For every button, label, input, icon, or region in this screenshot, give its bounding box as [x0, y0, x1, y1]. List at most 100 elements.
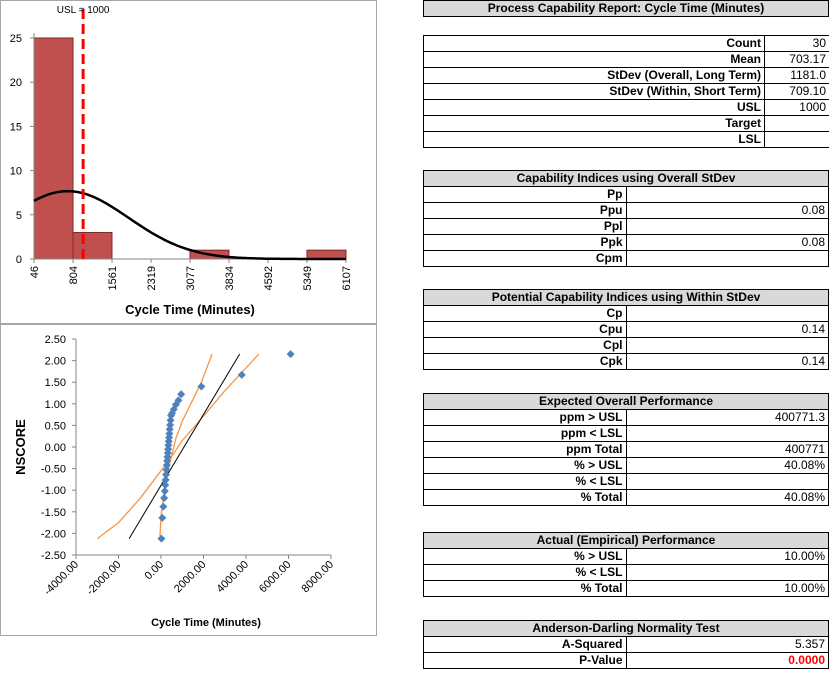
performance-value: 400771.3: [625, 409, 829, 426]
report-title-table: Process Capability Report: Cycle Time (M…: [423, 0, 829, 17]
y-tick-label: 15: [10, 121, 22, 133]
summary-table: Count 30 Mean 703.17 StDev (Overall, Long …: [423, 35, 829, 148]
index-row: Cpk 0.14: [423, 353, 829, 370]
data-point: [286, 350, 295, 359]
performance-row: % > USL 40.08%: [423, 457, 829, 474]
x-axis-title: Cycle Time (Minutes): [125, 302, 255, 317]
index-value: [625, 250, 829, 267]
index-label: Cpk: [423, 353, 627, 370]
performance-label: ppm < LSL: [423, 425, 627, 442]
index-value: [625, 218, 829, 235]
data-point: [162, 465, 171, 474]
summary-row: StDev (Overall, Long Term) 1181.0: [423, 67, 829, 84]
data-point: [160, 493, 169, 502]
index-label: Ppu: [423, 202, 627, 219]
lower-band-line: [96, 353, 260, 540]
x-tick-label: 6107: [341, 266, 353, 290]
performance-value: 10.00%: [625, 580, 829, 597]
summary-row: Count 30: [423, 35, 829, 52]
x-tick-label: 8000.00: [300, 559, 337, 596]
performance-row: ppm < LSL: [423, 425, 829, 442]
a-squared-label: A-Squared: [423, 636, 627, 653]
y-tick-label: 0: [16, 254, 22, 266]
index-value: [625, 305, 829, 322]
performance-value: 40.08%: [625, 457, 829, 474]
p-value-label: P-Value: [423, 652, 627, 669]
x-tick-label: 6000.00: [257, 559, 294, 596]
performance-label: ppm Total: [423, 441, 627, 458]
normality-test-table: Anderson-Darling Normality Test A-Square…: [423, 620, 829, 669]
summary-value: 30: [764, 35, 829, 52]
y-tick-label: 1.00: [45, 399, 66, 411]
summary-label: Mean: [423, 51, 765, 68]
summary-value: 1181.0: [764, 67, 829, 84]
data-point: [162, 461, 171, 470]
histogram-chart: 0 5 10 15 20 25 46 804 1561 2319 3077 3834 4592 5349 6…: [0, 0, 377, 324]
index-value: [625, 337, 829, 354]
y-tick-label: 1.50: [45, 377, 66, 389]
histogram-svg: 0 5 10 15 20 25 46 804 1561 2319 3077 3834 4592 5349 6…: [10, 5, 353, 317]
x-tick-label: 5349: [302, 266, 314, 290]
summary-value: 703.17: [764, 51, 829, 68]
performance-value: [625, 425, 829, 442]
normality-row: P-Value 0.0000: [423, 652, 829, 669]
index-row: Cpu 0.14: [423, 321, 829, 338]
index-value: [625, 186, 829, 203]
index-label: Cp: [423, 305, 627, 322]
overall-indices-title: Capability Indices using Overall StDev: [423, 170, 829, 187]
x-tick-label: 0.00: [142, 559, 166, 583]
summary-row: StDev (Within, Short Term) 709.10: [423, 83, 829, 100]
y-tick-label: -0.50: [41, 464, 66, 476]
summary-row: USL 1000: [423, 99, 829, 116]
index-label: Pp: [423, 186, 627, 203]
data-point: [165, 429, 174, 438]
x-tick-label: 4592: [263, 266, 275, 290]
data-point: [160, 487, 169, 496]
normality-test-title: Anderson-Darling Normality Test: [423, 620, 829, 637]
data-point: [174, 396, 183, 405]
x-tick-label: 4000.00: [215, 559, 252, 596]
index-label: Cpu: [423, 321, 627, 338]
data-point: [166, 420, 175, 429]
y-tick-label: 2.00: [45, 356, 66, 368]
within-indices-title: Potential Capability Indices using Withi…: [423, 289, 829, 306]
index-value: 0.08: [625, 234, 829, 251]
data-point: [177, 390, 186, 399]
x-tick-label: 46: [29, 266, 41, 278]
within-indices-table: Potential Capability Indices using Withi…: [423, 289, 829, 370]
data-point: [237, 370, 246, 379]
normal-probability-plot: -2.50 -2.00 -1.50 -1.00 -0.50 0.00 0.50 1.00 1.5…: [0, 324, 377, 636]
y-tick-label: -2.50: [41, 550, 66, 562]
performance-label: % > USL: [423, 457, 627, 474]
summary-label: Target: [423, 115, 765, 132]
x-tick-label: -4000.00: [42, 559, 81, 598]
performance-label: % Total: [423, 580, 627, 597]
x-tick-label: 3077: [185, 266, 197, 290]
y-tick-label: -2.00: [41, 528, 66, 540]
performance-value: 400771: [625, 441, 829, 458]
report-title: Process Capability Report: Cycle Time (M…: [423, 0, 829, 17]
summary-label: StDev (Overall, Long Term): [423, 67, 765, 84]
histogram-bar: [306, 249, 347, 260]
data-point: [161, 481, 170, 490]
index-row: Pp: [423, 186, 829, 203]
index-label: Ppk: [423, 234, 627, 251]
actual-performance-title: Actual (Empirical) Performance: [423, 532, 829, 549]
summary-value: [764, 115, 829, 132]
x-axis-title: Cycle Time (Minutes): [151, 617, 261, 629]
performance-value: 10.00%: [625, 548, 829, 565]
histogram-bar: [33, 37, 74, 260]
performance-value: [625, 473, 829, 490]
expected-performance-table: Expected Overall Performance ppm > USL 40…: [423, 393, 829, 506]
normal-probability-svg: -2.50 -2.00 -1.50 -1.00 -0.50 0.00 0.50 1.00 1.5…: [13, 334, 337, 629]
performance-label: % Total: [423, 489, 627, 506]
x-tick-label: 3834: [224, 266, 236, 290]
performance-row: % < LSL: [423, 564, 829, 581]
y-tick-label: 20: [10, 77, 22, 89]
y-tick-label: 10: [10, 166, 22, 178]
performance-value: 40.08%: [625, 489, 829, 506]
performance-row: ppm > USL 400771.3: [423, 409, 829, 426]
index-row: Ppu 0.08: [423, 202, 829, 219]
x-tick-label: 2000.00: [172, 559, 209, 596]
x-tick-label: 2319: [146, 266, 158, 290]
